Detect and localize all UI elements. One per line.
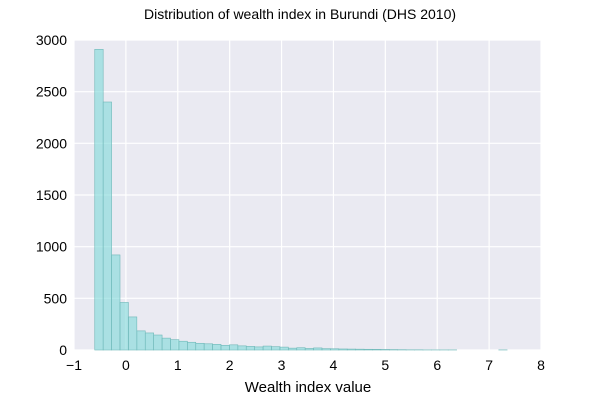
histogram-bar xyxy=(338,348,348,351)
histogram-bar xyxy=(321,348,331,351)
histogram-bar xyxy=(288,347,298,351)
x-tick-label: 2 xyxy=(226,357,234,373)
x-tick-label: 4 xyxy=(330,357,338,373)
histogram-bar xyxy=(346,348,356,351)
x-tick-label: 0 xyxy=(122,357,130,373)
x-tick-label: 7 xyxy=(485,357,493,373)
histogram-bar xyxy=(245,346,255,351)
histogram-bar xyxy=(203,343,213,351)
histogram-bar xyxy=(161,337,171,351)
histogram-bar xyxy=(380,349,390,351)
x-tick-label: 8 xyxy=(537,357,545,373)
x-tick-label: 5 xyxy=(381,357,389,373)
histogram-bars xyxy=(94,48,508,351)
x-tick-label: 3 xyxy=(278,357,286,373)
y-tick-label: 1500 xyxy=(36,187,67,203)
histogram-bar xyxy=(212,344,222,351)
x-axis-label: Wealth index value xyxy=(245,379,371,396)
histogram-bar xyxy=(271,346,281,351)
y-tick-label: 0 xyxy=(59,342,67,358)
y-tick-label: 3000 xyxy=(36,32,67,48)
histogram-bar xyxy=(363,348,373,351)
histogram-bar xyxy=(279,346,289,351)
histogram-bar xyxy=(220,345,230,351)
histogram-bar xyxy=(170,339,180,351)
histogram-bar xyxy=(313,347,323,351)
y-tick-label: 1000 xyxy=(36,239,67,255)
x-tick-label: 1 xyxy=(174,357,182,373)
histogram-bar xyxy=(330,348,340,351)
x-axis-ticks: −1 0 1 2 3 4 5 6 7 8 xyxy=(66,357,545,373)
histogram-bar xyxy=(262,345,272,351)
histogram-bar xyxy=(178,340,188,351)
histogram-bar xyxy=(195,342,205,351)
histogram-bar xyxy=(355,348,365,351)
histogram-bar xyxy=(237,345,247,351)
y-axis-ticks: 0 500 1000 1500 2000 2500 3000 xyxy=(36,32,67,358)
histogram-bar xyxy=(119,302,129,351)
x-tick-label: −1 xyxy=(66,357,82,373)
y-tick-label: 2500 xyxy=(36,84,67,100)
histogram-bar xyxy=(296,347,306,351)
histogram-bar xyxy=(304,348,314,351)
chart-title: Distribution of wealth index in Burundi … xyxy=(144,6,456,22)
histogram-bar xyxy=(128,316,138,351)
x-tick-label: 6 xyxy=(433,357,441,373)
histogram-bar xyxy=(254,346,264,351)
histogram-bar xyxy=(372,349,382,351)
histogram-bar xyxy=(187,341,197,351)
y-tick-label: 2000 xyxy=(36,135,67,151)
histogram-bar xyxy=(229,344,239,351)
y-tick-label: 500 xyxy=(44,290,68,306)
histogram-bar xyxy=(153,334,163,351)
histogram-bar xyxy=(94,48,104,351)
histogram-bar xyxy=(136,330,146,351)
histogram-bar xyxy=(111,254,121,351)
histogram-bar xyxy=(144,332,154,351)
histogram-bar xyxy=(102,101,112,351)
